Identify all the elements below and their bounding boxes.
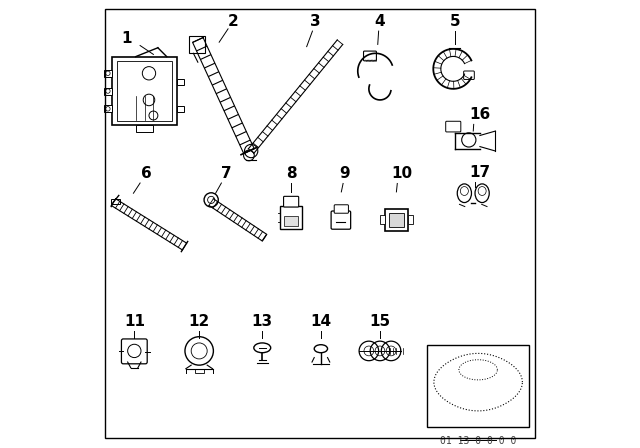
Text: 15: 15 bbox=[369, 314, 390, 329]
Bar bbox=[284, 216, 298, 226]
Text: 3: 3 bbox=[310, 14, 321, 29]
Bar bbox=[177, 106, 184, 112]
Bar bbox=[195, 369, 204, 373]
Text: 17: 17 bbox=[469, 165, 490, 180]
Ellipse shape bbox=[314, 345, 328, 353]
Bar bbox=[136, 125, 154, 132]
Bar bbox=[189, 35, 205, 53]
Text: 13: 13 bbox=[252, 314, 273, 329]
Bar bbox=[113, 56, 177, 125]
Text: 16: 16 bbox=[469, 107, 490, 122]
Text: 9: 9 bbox=[340, 166, 350, 181]
Bar bbox=[111, 199, 120, 204]
FancyBboxPatch shape bbox=[364, 51, 376, 61]
Text: 2: 2 bbox=[228, 14, 239, 29]
Bar bbox=[104, 105, 113, 112]
Bar bbox=[389, 213, 404, 227]
Ellipse shape bbox=[254, 343, 271, 353]
Text: 6: 6 bbox=[141, 166, 152, 181]
FancyBboxPatch shape bbox=[331, 211, 351, 229]
Text: 11: 11 bbox=[124, 314, 145, 329]
Text: 01 13 0 0 0 0: 01 13 0 0 0 0 bbox=[440, 436, 516, 446]
Bar bbox=[408, 215, 413, 224]
Bar bbox=[428, 345, 529, 427]
Text: 8: 8 bbox=[286, 166, 296, 181]
FancyBboxPatch shape bbox=[445, 121, 461, 132]
FancyBboxPatch shape bbox=[334, 205, 348, 213]
Text: 4: 4 bbox=[374, 14, 385, 29]
Text: 14: 14 bbox=[310, 314, 332, 329]
Text: 5: 5 bbox=[450, 14, 461, 29]
FancyBboxPatch shape bbox=[463, 71, 474, 79]
FancyBboxPatch shape bbox=[284, 196, 299, 207]
Bar bbox=[104, 70, 113, 77]
Bar bbox=[380, 215, 385, 224]
FancyBboxPatch shape bbox=[122, 339, 147, 364]
Bar bbox=[385, 209, 408, 231]
Ellipse shape bbox=[457, 184, 472, 202]
Text: 1: 1 bbox=[122, 30, 132, 46]
Bar bbox=[177, 79, 184, 85]
Bar bbox=[104, 87, 113, 95]
Bar bbox=[280, 206, 302, 229]
Text: 12: 12 bbox=[189, 314, 210, 329]
Bar bbox=[116, 61, 172, 121]
Ellipse shape bbox=[475, 184, 489, 202]
Text: 10: 10 bbox=[392, 166, 413, 181]
Text: 7: 7 bbox=[221, 166, 232, 181]
